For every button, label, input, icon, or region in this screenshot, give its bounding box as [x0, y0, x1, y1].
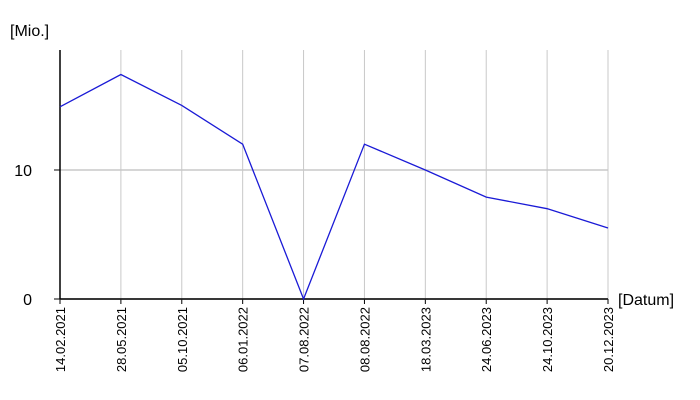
- x-tick-label: 28.05.2021: [114, 307, 129, 372]
- x-tick-label: 18.03.2023: [418, 307, 433, 372]
- y-tick-label: 10: [14, 163, 32, 180]
- x-tick-label: 06.01.2022: [236, 307, 251, 372]
- y-axis-label: [Mio.]: [10, 23, 49, 40]
- x-axis-label: [Datum]: [618, 292, 674, 309]
- x-tick-label: 14.02.2021: [53, 307, 68, 372]
- x-tick-label: 20.12.2023: [601, 307, 616, 372]
- x-tick-label: 08.08.2022: [357, 307, 372, 372]
- data-line: [59, 73, 609, 301]
- x-tick-label: 07.08.2022: [297, 307, 312, 372]
- x-tick-label: 24.10.2023: [540, 307, 555, 372]
- x-tick-label: 24.06.2023: [479, 307, 494, 372]
- y-tick-label: 0: [23, 292, 32, 309]
- x-tick-label: 05.10.2021: [175, 307, 190, 372]
